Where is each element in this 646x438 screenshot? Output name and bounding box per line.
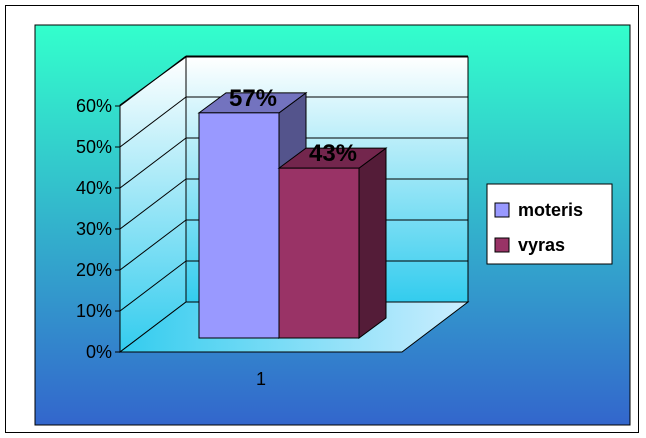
y-tick-label: 0% [86,342,112,362]
gridline-side [119,219,187,271]
legend-swatch-vyras [494,237,510,253]
gridline-side [119,55,187,107]
bar-vyras-side [358,147,387,339]
data-label-moteris: 57% [229,85,277,112]
y-tick-label: 10% [76,301,112,321]
y-tick-label: 20% [76,260,112,280]
y-tick-label: 60% [76,96,112,116]
gridline-side [119,178,187,230]
legend-swatch-moteris [494,202,510,218]
legend: moteris vyras [486,183,613,265]
y-tick-label: 40% [76,178,112,198]
y-tick-label: 30% [76,219,112,239]
gridline-side [119,260,187,312]
data-label-vyras: 43% [309,140,357,167]
bar-vyras [278,167,360,339]
bar-moteris [198,112,280,339]
legend-label-vyras: vyras [518,235,565,255]
y-axis: 0% 10% 20% 30% 40% 50% 60% [76,96,121,362]
gridline-side [119,96,187,148]
y-tick-label: 50% [76,137,112,157]
x-tick-label: 1 [256,369,266,389]
x-axis: 1 [120,351,402,389]
bars [197,91,388,339]
legend-label-moteris: moteris [518,200,583,220]
gridline-side [119,137,187,189]
data-labels: 57% 43% [229,85,357,167]
